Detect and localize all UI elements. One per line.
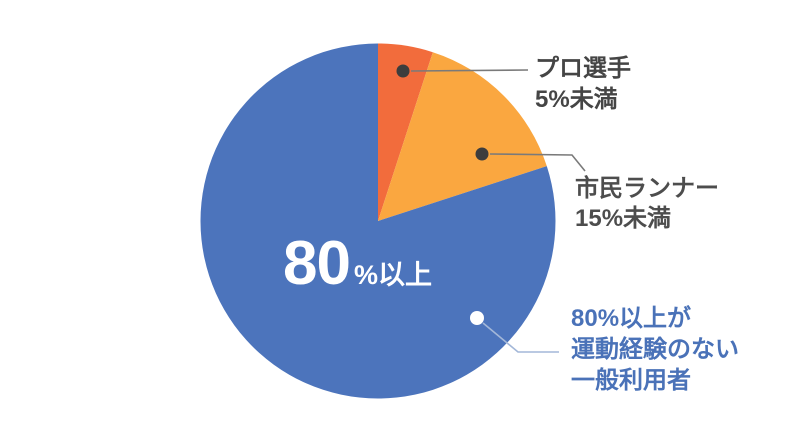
callout-line-pro-athletes	[410, 69, 529, 72]
label-citizen-runners-name: 市民ランナー	[575, 175, 719, 202]
label-citizen-runners: 市民ランナー 15%未満	[575, 174, 719, 234]
label-general-users-line2: 運動経験のない	[571, 336, 739, 363]
label-general-users-line3: 一般利用者	[571, 367, 691, 394]
label-pro-athletes-name: プロ選手	[535, 55, 631, 82]
pie-slices-group	[200, 43, 556, 399]
callout-dot-pro-athletes	[396, 64, 410, 78]
callout-dot-citizen-runners	[475, 147, 489, 161]
label-pro-athletes-value: 5%未満	[535, 86, 618, 113]
callout-line-citizen-runners	[489, 153, 586, 172]
label-citizen-runners-value: 15%未満	[575, 205, 672, 232]
pie-slice-pro-athletes	[378, 43, 433, 221]
pie-slice-general-users	[200, 43, 556, 399]
pie-slice-citizen-runners	[378, 52, 547, 221]
label-general-users-line1: 80%以上が	[571, 305, 692, 332]
callout-dot-general-users	[470, 311, 484, 325]
label-general-users: 80%以上が 運動経験のない 一般利用者	[571, 303, 739, 396]
label-pro-athletes: プロ選手 5%未満	[535, 53, 631, 115]
callout-line-general-users	[482, 322, 559, 353]
